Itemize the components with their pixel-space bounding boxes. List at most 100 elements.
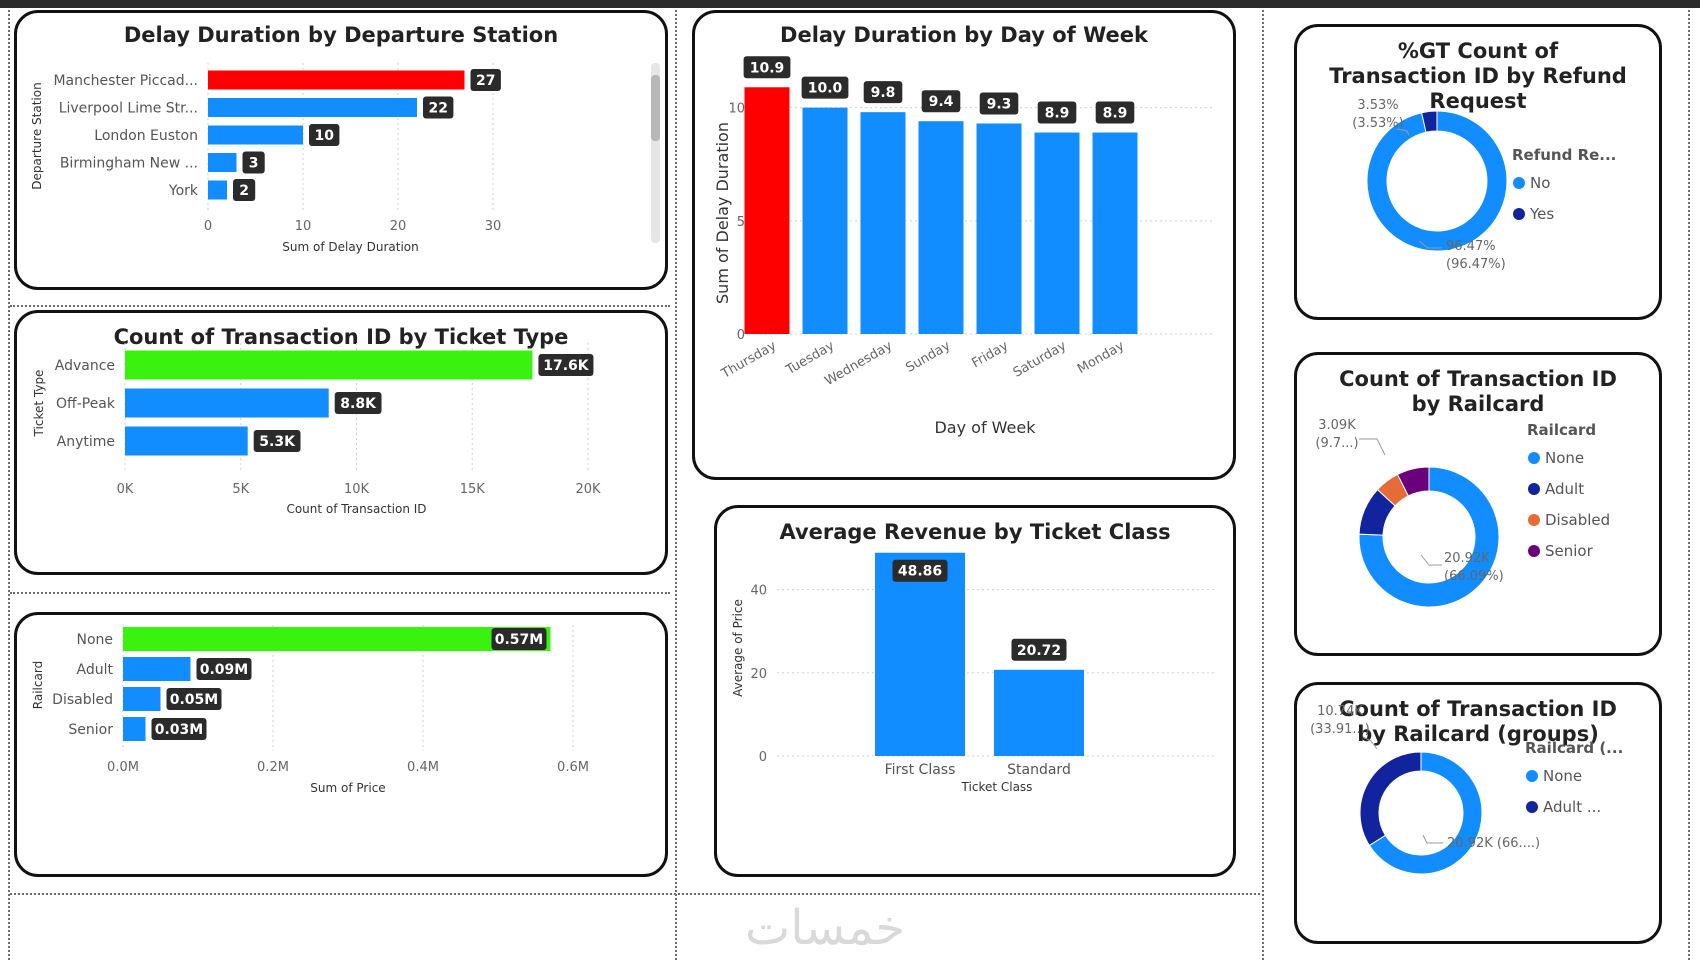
scrollbar-thumb[interactable]	[651, 75, 660, 141]
data-label: 9.3	[987, 96, 1012, 112]
x-category-label: First Class	[885, 762, 956, 778]
legend-marker	[1528, 545, 1540, 557]
y-tick-label: 20	[750, 667, 767, 682]
legend-marker	[1526, 801, 1538, 813]
y-tick-label: 5	[737, 215, 745, 230]
bar	[918, 121, 964, 334]
data-label-bg	[423, 96, 454, 119]
x-category-label: Thursday	[718, 338, 779, 382]
y-tick-label: 0	[737, 328, 745, 343]
legend-item-label: Disabled	[1545, 511, 1610, 529]
y-category-label: Off-Peak	[56, 396, 116, 412]
x-tick-label: 20K	[575, 482, 601, 497]
y-axis-title: Average of Price	[731, 599, 745, 697]
data-label-bg	[1037, 101, 1077, 124]
legend-marker	[1526, 770, 1538, 782]
chart-avg-revenue-by-class[interactable]: Average Revenue by Ticket Class 0 20 40 Fir…	[714, 505, 1236, 877]
bar	[123, 687, 161, 711]
data-label-bg	[253, 430, 301, 452]
legend-marker	[1528, 514, 1540, 526]
legend-item-label: No	[1530, 174, 1550, 192]
chart-count-by-railcard[interactable]: Count of Transaction ID by Railcard Rail…	[1294, 352, 1662, 656]
x-tick-label: 15K	[460, 482, 486, 497]
annotation-label: (9.7...)	[1315, 436, 1358, 451]
annotation-leader	[1418, 240, 1442, 249]
annotation-leader	[1396, 128, 1410, 136]
y-axis-title: Departure Station	[30, 82, 44, 189]
annotation-label: 20.92K (66....)	[1447, 836, 1540, 851]
x-tick-label: 20	[390, 219, 407, 234]
annotation-label: 10.74K	[1317, 704, 1363, 719]
y-category-label: Advance	[55, 358, 115, 374]
legend-item-label: None	[1543, 767, 1582, 785]
canvas-guide-row2	[10, 592, 670, 594]
legend-item-label: Adult ...	[1543, 798, 1601, 816]
data-label-bg	[1095, 101, 1135, 124]
data-label: 8.8K	[340, 396, 377, 412]
y-category-label: London Euston	[94, 128, 198, 144]
canvas-guide-mid	[1262, 10, 1264, 960]
bar	[208, 180, 227, 200]
x-axis-title: Ticket Class	[961, 780, 1033, 794]
y-axis-title: Sum of Delay Duration	[713, 122, 732, 304]
chart-title: Count of Transaction ID by Ticket Type	[113, 325, 569, 349]
y-category-label: None	[76, 632, 113, 648]
canvas-guide-col	[675, 10, 677, 960]
data-label-bg	[538, 354, 594, 376]
chart-count-by-railcard-groups[interactable]: Count of Transaction ID by Railcard (gro…	[1294, 682, 1662, 944]
data-label: 8.9	[1045, 106, 1070, 122]
annotation-leader	[1420, 554, 1442, 566]
data-label: 48.86	[898, 564, 942, 580]
x-tick-label: 0K	[117, 482, 134, 497]
x-axis-title: Sum of Delay Duration	[282, 240, 418, 254]
y-category-label: Manchester Piccad...	[53, 73, 198, 89]
x-tick-label: 0	[204, 219, 212, 234]
chart-plot: Railcard None Adult Disabled Senior 3.09K (9.7…	[1315, 418, 1610, 608]
canvas-guide-right	[1688, 10, 1690, 960]
chart-count-by-ticket-type[interactable]: Count of Transaction ID by Ticket Type 0…	[14, 310, 668, 575]
data-label: 8.9	[1103, 106, 1128, 122]
x-axis-title: Sum of Price	[310, 781, 385, 795]
x-tick-label: 30	[485, 219, 502, 234]
bar	[208, 98, 417, 117]
bar	[125, 426, 248, 456]
chart-delay-by-day[interactable]: Delay Duration by Day of Week 0 5 10 Thursd…	[692, 10, 1236, 480]
legend-marker	[1528, 452, 1540, 464]
x-category-label: Sunday	[903, 338, 953, 375]
bar	[123, 657, 191, 681]
chart-delay-by-station[interactable]: Delay Duration by Departure Station 0 10 2…	[14, 10, 668, 290]
y-axis-title: Ticket Type	[32, 370, 46, 438]
donut-slice	[1421, 110, 1438, 133]
chart-title: Count of Transaction ID by Railcard	[1339, 367, 1617, 416]
legend-item-label: Yes	[1529, 205, 1554, 223]
x-tick-label: 0.2M	[257, 760, 289, 775]
canvas-guide-bottom	[10, 893, 1260, 895]
legend-marker	[1528, 483, 1540, 495]
data-label-bg	[863, 81, 903, 104]
data-label-bg	[743, 56, 791, 79]
legend-item-label: Senior	[1545, 542, 1594, 560]
x-category-label: Standard	[1007, 762, 1071, 778]
chart-plot: Railcard (... None Adult ... 10.74K (33.91..…	[1310, 704, 1623, 875]
chart-title: Count of Transaction ID by Railcard (gro…	[1339, 697, 1617, 746]
chart-title: %GT Count of Transaction ID by Refund Re…	[1329, 39, 1627, 113]
y-category-label: Birmingham New ...	[60, 156, 198, 172]
canvas-guide-left	[8, 10, 10, 960]
annotation-label: (96.47%)	[1446, 257, 1506, 272]
legend-marker	[1513, 208, 1525, 220]
data-label-bg	[892, 559, 948, 582]
annotation-label: (66.09%)	[1444, 569, 1504, 584]
chart-revenue-by-railcard[interactable]: Revenue by Railcard 0.0M0.2M0.4M0.6MNone…	[14, 612, 668, 877]
chart-refund-request[interactable]: %GT Count of Transaction ID by Refund Re…	[1294, 24, 1662, 320]
bar	[875, 552, 965, 756]
data-label: 5.3K	[259, 434, 296, 450]
chart-title: Average Revenue by Ticket Class	[779, 520, 1171, 544]
annotation-label: 3.53%	[1357, 98, 1398, 113]
legend-item-label: None	[1545, 449, 1584, 467]
bar	[976, 123, 1022, 335]
scrollbar-track[interactable]	[651, 63, 660, 243]
data-label-bg	[491, 628, 547, 650]
canvas-guide-row1	[10, 305, 670, 307]
x-tick-label: 0.6M	[557, 760, 589, 775]
x-tick-label: 0.0M	[107, 760, 139, 775]
